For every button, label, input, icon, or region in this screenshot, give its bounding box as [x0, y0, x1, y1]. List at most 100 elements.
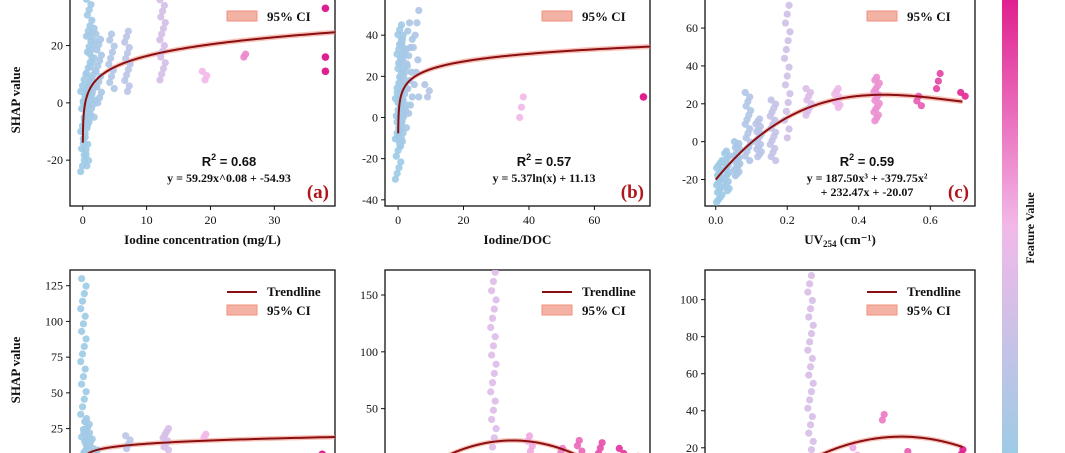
data-point — [809, 321, 817, 329]
r-squared-symbol: R — [840, 154, 850, 169]
y-tick-label: 60 — [686, 367, 698, 381]
ci-band — [398, 44, 650, 136]
panel-e: 50 100 150 Trendline 95% CI — [360, 269, 651, 453]
y-tick-label: 125 — [45, 279, 63, 293]
data-point — [783, 10, 791, 18]
x-axis-label-subscript: 254 — [823, 239, 837, 249]
legend-ci-swatch — [541, 10, 573, 22]
data-point — [123, 87, 132, 96]
plot-frame — [704, 0, 976, 207]
data-point — [747, 107, 755, 115]
data-point — [156, 0, 164, 4]
data-point — [488, 415, 496, 424]
data-point — [405, 109, 413, 117]
y-tick-label: 40 — [686, 404, 698, 418]
data-point — [805, 371, 813, 379]
data-point — [957, 88, 965, 97]
fit-equation: y = 5.37ln(x) + 11.13 — [492, 171, 595, 185]
x-axis-label: Iodine/DOC — [484, 232, 552, 247]
r-squared-symbol: R — [202, 154, 212, 169]
y-tick-label: 50 — [366, 402, 378, 416]
y-tick-label: 0 — [372, 110, 378, 124]
plot-frame — [704, 269, 976, 453]
data-point — [122, 54, 130, 63]
legend-ci-swatch — [541, 304, 573, 316]
x-tick-label: 0.0 — [708, 213, 723, 227]
data-point — [121, 38, 129, 46]
data-point — [409, 43, 417, 52]
x-tick-label: 60 — [588, 213, 600, 227]
legend-ci-label: 95% CI — [582, 303, 626, 318]
x-tick-label: 30 — [268, 213, 280, 227]
data-point — [395, 164, 403, 172]
data-point — [77, 410, 85, 418]
data-point — [415, 93, 423, 101]
data-point — [90, 113, 98, 121]
data-point — [161, 59, 169, 67]
data-point — [410, 80, 418, 89]
x-tick-label: 0.4 — [851, 213, 866, 227]
data-point — [578, 447, 586, 453]
data-point — [405, 52, 413, 60]
plot-content — [447, 270, 640, 453]
legend: 95% CI — [226, 9, 311, 24]
r-squared-superscript: 2 — [849, 152, 854, 162]
colorbar-gradient — [1002, 0, 1018, 453]
legend-ci-label: 95% CI — [907, 9, 951, 24]
r-squared: R2 = 0.68 — [202, 152, 257, 169]
legend-ci-label: 95% CI — [582, 9, 626, 24]
data-point — [492, 360, 500, 368]
data-point — [125, 44, 133, 52]
data-point — [79, 373, 88, 381]
data-point — [405, 19, 414, 27]
data-point — [783, 134, 791, 142]
data-point — [81, 312, 89, 320]
legend: 95% CI — [541, 9, 626, 24]
y-tick-label: 25 — [51, 422, 63, 436]
data-point — [904, 447, 912, 453]
data-point — [490, 305, 498, 313]
data-point — [159, 64, 168, 73]
data-point — [804, 288, 812, 296]
data-point — [489, 342, 498, 350]
y-tick-label: 100 — [680, 293, 698, 307]
data-point — [722, 147, 731, 155]
data-point — [784, 37, 792, 45]
data-point — [415, 6, 423, 15]
data-point — [786, 28, 794, 36]
y-tick-label: 40 — [686, 59, 698, 73]
data-point — [639, 93, 648, 101]
legend-ci-swatch — [866, 10, 898, 22]
data-point — [804, 346, 812, 354]
data-point — [746, 125, 754, 133]
data-point — [79, 320, 88, 328]
legend-trend-label: Trendline — [907, 284, 961, 299]
data-point — [917, 102, 925, 110]
data-point — [807, 446, 816, 453]
data-point — [158, 30, 166, 38]
trend-line — [821, 435, 964, 453]
data-point — [391, 175, 399, 183]
data-point — [959, 446, 967, 453]
legend-ci-label: 95% CI — [267, 9, 311, 24]
data-point — [780, 54, 789, 62]
plot-frame — [69, 269, 336, 453]
data-point — [404, 27, 412, 35]
data-point — [106, 78, 114, 87]
data-point — [528, 442, 536, 450]
data-point — [392, 152, 400, 160]
data-point — [110, 42, 118, 50]
data-point — [158, 7, 167, 15]
data-point — [785, 1, 793, 9]
panel-a: -20 0 20 0 10 20 30 Iodine concentration (mg/L)… — [8, 0, 336, 247]
data-point — [403, 60, 411, 68]
data-point — [398, 39, 406, 47]
data-point — [785, 63, 793, 71]
y-tick-label: 40 — [366, 28, 378, 42]
data-point — [318, 450, 326, 453]
data-point — [156, 76, 164, 84]
data-point — [741, 88, 749, 97]
data-point — [806, 338, 814, 346]
data-point — [393, 169, 401, 178]
data-point — [491, 397, 499, 405]
